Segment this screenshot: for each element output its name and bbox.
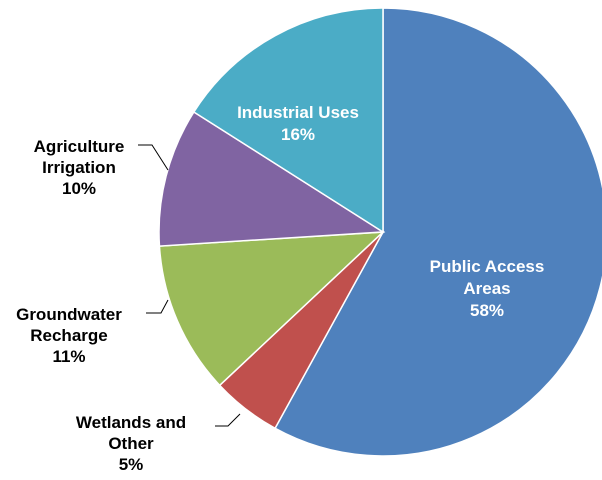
slice-label-line: Irrigation xyxy=(42,158,116,177)
pie-slice-public-access-areas xyxy=(274,7,602,457)
slice-label-line: Agriculture xyxy=(34,137,125,156)
pie-slice-industrial-uses xyxy=(192,7,384,234)
slice-label-line: Areas xyxy=(463,279,510,298)
slice-label-line: Wetlands and xyxy=(76,413,186,432)
slice-label: Agriculture Irrigation 10% xyxy=(34,137,125,198)
leader-line xyxy=(215,413,241,427)
slice-label-line: Recharge xyxy=(30,326,107,345)
pie-slice-groundwater-recharge xyxy=(158,231,386,387)
slice-label-line: 5% xyxy=(119,455,144,474)
slice-label: Wetlands and Other 5% xyxy=(76,413,186,474)
slice-label: Industrial Uses 16% xyxy=(237,103,359,144)
slice-label-line: 10% xyxy=(62,179,96,198)
leader-line xyxy=(146,299,169,314)
slice-label-line: Groundwater xyxy=(16,305,122,324)
leader-line xyxy=(138,144,169,171)
pie-slice-agriculture-irrigation xyxy=(158,110,386,247)
slice-label-line: 58% xyxy=(470,301,504,320)
slice-label-line: 16% xyxy=(281,125,315,144)
slice-label-line: 11% xyxy=(52,347,85,366)
slice-label-line: Industrial Uses xyxy=(237,103,359,122)
slice-label-line: Public Access xyxy=(430,257,545,276)
slice-label-line: Other xyxy=(108,434,154,453)
slice-label: Public Access Areas 58% xyxy=(430,257,545,320)
slice-label: Groundwater Recharge 11% xyxy=(16,305,122,366)
